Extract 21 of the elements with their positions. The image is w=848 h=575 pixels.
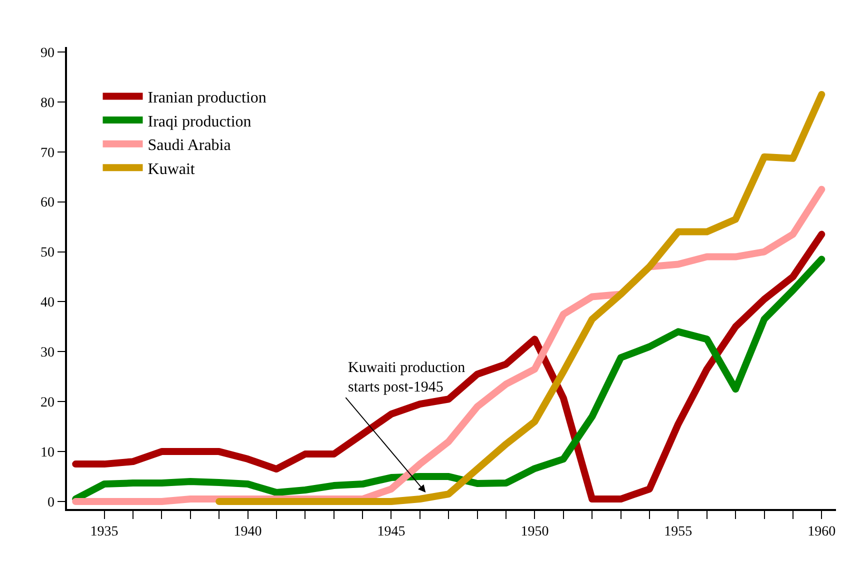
y-tick-label: 10 [40,445,54,460]
x-tick-label: 1950 [520,524,549,540]
y-tick-label: 70 [40,146,54,161]
legend-label: Kuwait [148,160,196,178]
y-tick-label: 50 [40,246,54,261]
y-tick-label: 40 [40,296,54,311]
y-tick-label: 60 [40,196,54,211]
annotation: Kuwaiti production starts post-1945 [348,360,466,396]
x-tick-label: 1940 [234,524,262,540]
x-tick-label: 1960 [808,524,836,540]
y-tick-label: 0 [47,495,54,510]
x-tick-label: 1955 [664,524,692,540]
x-tick-label: 1945 [377,524,406,540]
legend-label: Iranian production [148,89,266,106]
y-tick-label: 90 [40,46,54,61]
y-tick-label: 30 [40,346,54,361]
y-tick-label: 80 [40,96,54,111]
legend-label: Saudi Arabia [148,137,231,154]
legend-label: Iraqi production [148,113,252,130]
x-tick-label: 1935 [90,524,118,540]
y-tick-label: 20 [40,396,54,411]
